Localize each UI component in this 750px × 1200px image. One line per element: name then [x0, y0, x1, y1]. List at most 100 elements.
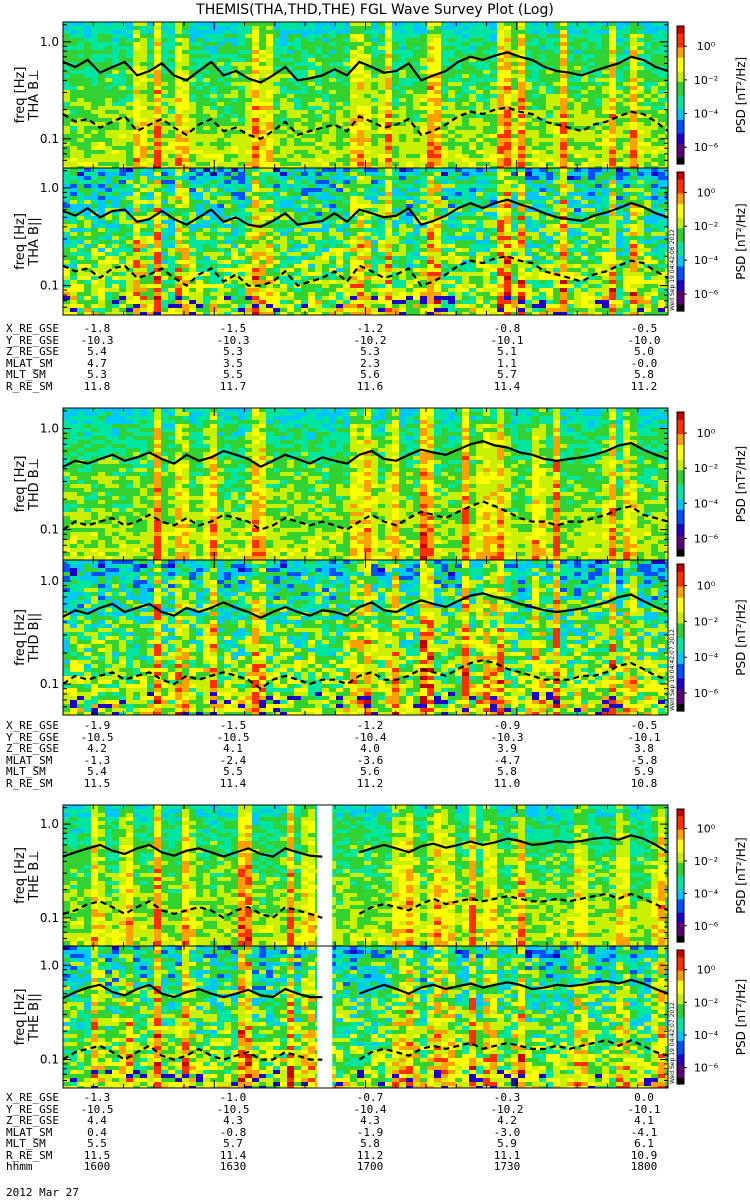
ephemeris-value: -1.3	[67, 754, 127, 767]
spectrogram-the-bpar: 1.0 0.1 THE B||freq [Hz] 10⁰ 10⁻² 10⁻⁴ 10⁻⁶ PSD…	[13, 945, 748, 1089]
ephemeris-row: X_RE_GSE -1.9 -1.5 -1.2 -0.9 -0.5	[0, 720, 750, 732]
ephemeris-value: 1730	[477, 1161, 537, 1173]
ephemeris-value: 4.3	[203, 1115, 263, 1127]
y-tick-label: 1.0	[40, 958, 59, 972]
colorbar-tick-label: 10⁻⁴	[694, 651, 719, 664]
ephemeris-value: 5.4	[67, 766, 127, 778]
y-tick-label: 0.1	[40, 677, 59, 691]
ephemeris-value: 5.8	[614, 369, 674, 381]
component-label: THE B⊥	[27, 850, 42, 901]
ephemeris-label: Y_RE_GSE	[6, 1103, 59, 1116]
ephemeris-value: 3.5	[203, 357, 263, 370]
ephemeris-value: -1.8	[67, 323, 127, 335]
ephemeris-value: 10.9	[614, 1149, 674, 1162]
colorbar: 10⁰ 10⁻² 10⁻⁴ 10⁻⁶ PSD [nT²/Hz]	[676, 171, 748, 312]
y-tick-label: 1.0	[40, 181, 59, 195]
spectrogram-thd-bpar: 1.0 0.1 THD B||freq [Hz] 10⁰ 10⁻² 10⁻⁴ 10⁻⁶ PSD…	[13, 559, 748, 716]
ephemeris-row: X_RE_GSE -1.3 -1.0 -0.7 -0.3 0.0	[0, 1092, 750, 1104]
data-gap	[317, 946, 333, 1088]
colorbar-tick-label: 10⁻²	[694, 855, 718, 868]
ephemeris-value: 5.8	[477, 766, 537, 778]
ephemeris-label: R_RE_SM	[6, 1149, 52, 1162]
ephemeris-value: 11.2	[614, 380, 674, 393]
ephemeris-value: 1700	[340, 1161, 400, 1173]
ephemeris-value: 5.6	[340, 369, 400, 381]
colorbar-tick-label: 10⁻²	[694, 462, 718, 475]
colorbar-label: PSD [nT²/Hz]	[734, 979, 748, 1055]
ephemeris-label: Z_RE_GSE	[6, 1115, 59, 1127]
ephemeris-value: 1600	[67, 1161, 127, 1173]
ephemeris-value: -0.5	[614, 323, 674, 335]
spectrogram-thd-bperp: 1.0 0.1 THD B⊥freq [Hz] 10⁰ 10⁻² 10⁻⁴ 10⁻⁶ PSD …	[13, 407, 748, 561]
ephemeris-value: 11.4	[203, 1149, 263, 1162]
ephemeris-row: MLAT_SM 0.4 -0.8 -1.9 -3.0 -4.1	[0, 1126, 750, 1139]
ephemeris-value: 11.8	[67, 380, 127, 393]
y-axis-label: freq [Hz]	[13, 847, 28, 904]
ephemeris-value: 1.1	[477, 357, 537, 370]
ephemeris-value: -2.4	[203, 754, 263, 767]
colorbar-tick-label: 10⁻⁶	[694, 920, 719, 933]
colorbar: 10⁰ 10⁻² 10⁻⁴ 10⁻⁶ PSD [nT²/Hz]	[676, 563, 748, 712]
y-tick-label: 0.1	[40, 132, 59, 146]
spectrogram-the-bperp: 1.0 0.1 THE B⊥freq [Hz] 10⁰ 10⁻² 10⁻⁴ 10⁻⁶ PSD …	[13, 804, 748, 947]
ephemeris-value: 4.2	[67, 743, 127, 755]
ephemeris-value: -1.3	[67, 1092, 127, 1104]
ephemeris-label: MLT_SM	[6, 369, 46, 381]
spectrogram-cells	[63, 22, 668, 168]
y-axis-label: freq [Hz]	[13, 67, 28, 124]
colorbar-tick-label: 10⁰	[697, 40, 716, 53]
ephemeris-value: 11.5	[67, 777, 127, 790]
ephemeris-value: 5.5	[203, 766, 263, 778]
y-tick-label: 1.0	[40, 35, 59, 49]
ephemeris-value: 5.9	[614, 766, 674, 778]
ephemeris-label: R_RE_SM	[6, 777, 52, 790]
ephemeris-value: -3.0	[477, 1126, 537, 1139]
ephemeris-value: -1.5	[203, 323, 263, 335]
colorbar-tick-label: 10⁻⁴	[694, 108, 719, 121]
ephemeris-value: -10.1	[614, 731, 674, 744]
colorbar-tick-label: 10⁰	[697, 186, 716, 199]
timestamp-stamp: Wed Sep 19 04:42:07 2012	[669, 629, 676, 711]
y-tick-label: 0.1	[40, 279, 59, 293]
ephemeris-value: -1.0	[203, 1092, 263, 1104]
ephemeris-row: Z_RE_GSE 4.4 4.3 4.3 4.2 4.1	[0, 1115, 750, 1127]
ephemeris-value: 4.4	[67, 1115, 127, 1127]
component-label: THD B⊥	[27, 458, 42, 511]
ephemeris-value: 5.7	[477, 369, 537, 381]
dashed-frequency-line	[62, 892, 669, 920]
ephemeris-row: MLT_SM 5.4 5.5 5.6 5.8 5.9	[0, 766, 750, 778]
colorbar-label: PSD [nT²/Hz]	[734, 599, 748, 675]
ephemeris-value: 4.7	[67, 357, 127, 370]
ephemeris-value: 5.3	[67, 369, 127, 381]
ephemeris-value: 5.8	[340, 1138, 400, 1150]
ephemeris-row: Z_RE_GSE 4.2 4.1 4.0 3.9 3.8	[0, 743, 750, 755]
ephemeris-label: X_RE_GSE	[6, 323, 59, 335]
colorbar-label: PSD [nT²/Hz]	[734, 837, 748, 913]
ephemeris-value: -10.4	[340, 731, 400, 744]
ephemeris-row: MLAT_SM 4.7 3.5 2.3 1.1 -0.0	[0, 357, 750, 370]
ephemeris-row: R_RE_SM 11.5 11.4 11.2 11.1 10.9	[0, 1149, 750, 1162]
ephemeris-value: 3.9	[477, 743, 537, 755]
ephemeris-value: -10.1	[614, 1103, 674, 1116]
ephemeris-row: R_RE_SM 11.5 11.4 11.2 11.0 10.8	[0, 777, 750, 790]
ephemeris-value: -10.0	[614, 334, 674, 347]
ephemeris-value: -0.8	[203, 1126, 263, 1139]
colorbar-tick-label: 10⁻⁴	[694, 1029, 719, 1042]
ephemeris-value: 0.4	[67, 1126, 127, 1139]
component-label: THA B||	[27, 217, 42, 266]
date-label: 2012 Mar 27	[6, 1186, 79, 1199]
data-gap	[317, 805, 333, 946]
ephemeris-row: Y_RE_GSE -10.3 -10.3 -10.2 -10.1 -10.0	[0, 334, 750, 347]
ephemeris-value: -10.2	[477, 1103, 537, 1116]
ephemeris-value: 11.7	[203, 380, 263, 393]
ephemeris-value: -4.7	[477, 754, 537, 767]
ephemeris-value: 3.8	[614, 743, 674, 755]
ephemeris-value: 4.2	[477, 1115, 537, 1127]
colorbar-tick-label: 10⁻⁴	[694, 254, 719, 267]
colorbar-tick-label: 10⁻⁶	[694, 532, 719, 545]
colorbar-label: PSD [nT²/Hz]	[734, 203, 748, 279]
colorbar-tick-label: 10⁰	[697, 580, 716, 593]
ephemeris-value: 11.4	[203, 777, 263, 790]
colorbar-tick-label: 10⁰	[697, 427, 716, 440]
